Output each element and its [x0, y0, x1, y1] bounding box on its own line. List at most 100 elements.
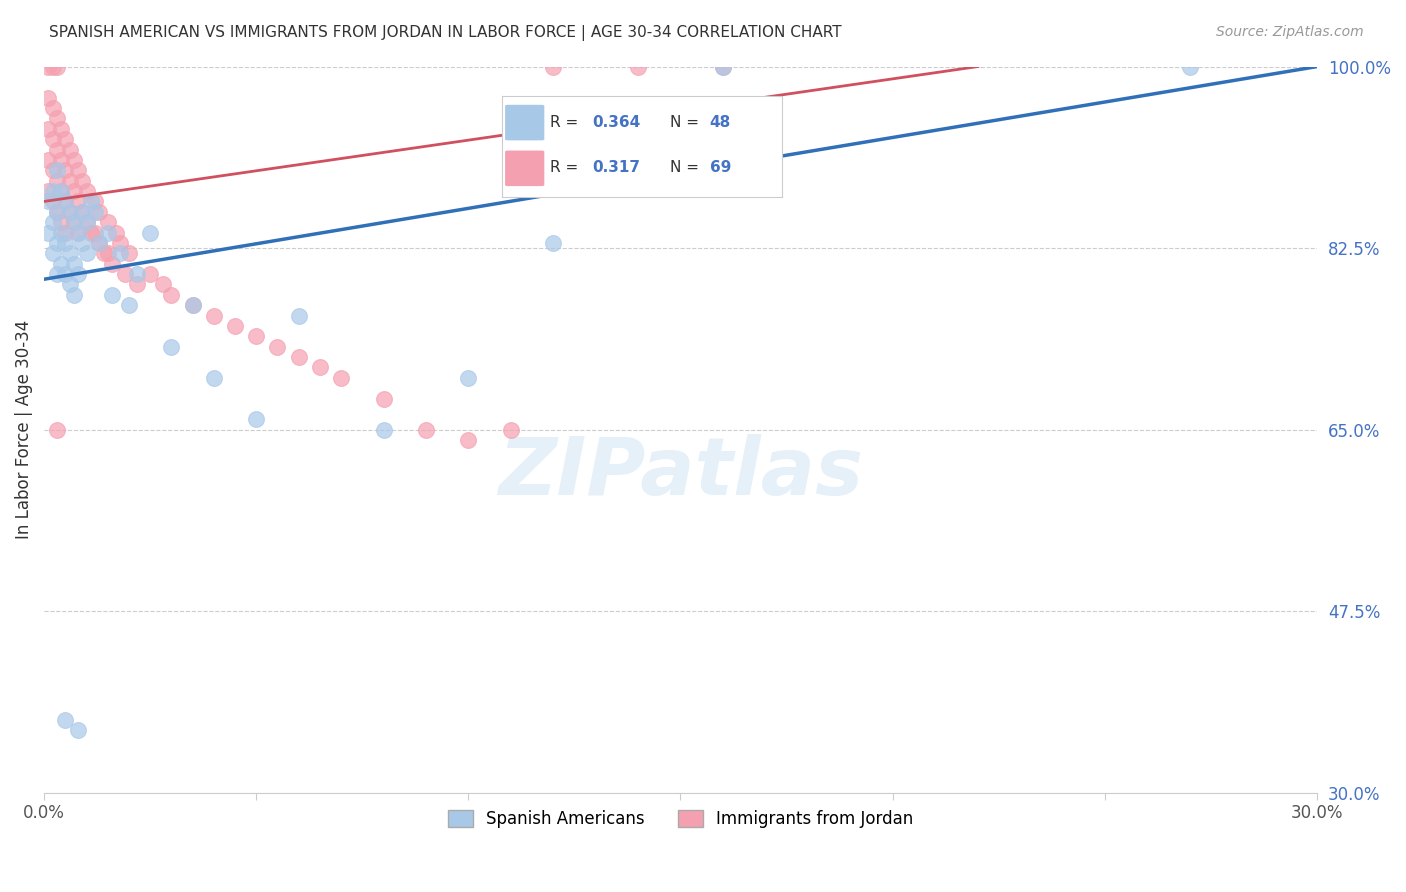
Point — [53, 163, 76, 178]
Point — [45, 174, 67, 188]
Point — [541, 60, 564, 74]
Point — [41, 101, 63, 115]
Point — [58, 143, 80, 157]
Y-axis label: In Labor Force | Age 30-34: In Labor Force | Age 30-34 — [15, 320, 32, 540]
Point — [287, 350, 309, 364]
Point — [58, 174, 80, 188]
Point — [41, 194, 63, 209]
Point — [97, 215, 120, 229]
Text: ZIPatlas: ZIPatlas — [498, 434, 863, 512]
Point — [67, 163, 90, 178]
Point — [415, 423, 437, 437]
Point — [1178, 60, 1201, 74]
Point — [118, 298, 141, 312]
Point — [53, 713, 76, 727]
Point — [160, 340, 183, 354]
Point — [224, 318, 246, 333]
Point — [62, 184, 84, 198]
Point — [37, 153, 59, 167]
Point — [37, 60, 59, 74]
Point — [101, 287, 124, 301]
Point — [53, 194, 76, 209]
Point — [84, 204, 107, 219]
Point — [62, 257, 84, 271]
Point — [152, 277, 174, 292]
Point — [62, 153, 84, 167]
Point — [110, 235, 132, 250]
Point — [97, 246, 120, 260]
Point — [53, 132, 76, 146]
Point — [245, 412, 267, 426]
Point — [287, 309, 309, 323]
Point — [41, 246, 63, 260]
Text: SPANISH AMERICAN VS IMMIGRANTS FROM JORDAN IN LABOR FORCE | AGE 30-34 CORRELATIO: SPANISH AMERICAN VS IMMIGRANTS FROM JORD… — [49, 25, 842, 41]
Point — [45, 60, 67, 74]
Point — [711, 60, 734, 74]
Point — [41, 163, 63, 178]
Point — [627, 60, 650, 74]
Point — [181, 298, 204, 312]
Point — [37, 194, 59, 209]
Point — [49, 257, 72, 271]
Point — [49, 121, 72, 136]
Point — [37, 184, 59, 198]
Point — [139, 267, 162, 281]
Point — [37, 121, 59, 136]
Point — [72, 204, 94, 219]
Point — [62, 215, 84, 229]
Text: Source: ZipAtlas.com: Source: ZipAtlas.com — [1216, 25, 1364, 39]
Point — [105, 226, 128, 240]
Point — [84, 194, 107, 209]
Point — [49, 226, 72, 240]
Point — [80, 226, 103, 240]
Point — [37, 91, 59, 105]
Point — [457, 433, 479, 447]
Point — [49, 184, 72, 198]
Point — [41, 132, 63, 146]
Point — [45, 204, 67, 219]
Point — [373, 423, 395, 437]
Point — [266, 340, 288, 354]
Point — [76, 184, 98, 198]
Point — [49, 153, 72, 167]
Point — [139, 226, 162, 240]
Point — [53, 235, 76, 250]
Point — [45, 235, 67, 250]
Point — [67, 194, 90, 209]
Point — [49, 215, 72, 229]
Point — [711, 60, 734, 74]
Point — [114, 267, 136, 281]
Point — [89, 204, 111, 219]
Point — [181, 298, 204, 312]
Point — [58, 246, 80, 260]
Point — [93, 246, 115, 260]
Point — [76, 246, 98, 260]
Point — [202, 309, 225, 323]
Point — [72, 235, 94, 250]
Point — [541, 235, 564, 250]
Point — [53, 226, 76, 240]
Point — [160, 287, 183, 301]
Point — [67, 226, 90, 240]
Point — [127, 267, 149, 281]
Point — [110, 246, 132, 260]
Point — [41, 215, 63, 229]
Point — [457, 371, 479, 385]
Point — [309, 360, 332, 375]
Point — [202, 371, 225, 385]
Point — [84, 226, 107, 240]
Point — [41, 60, 63, 74]
Point — [67, 226, 90, 240]
Point — [45, 163, 67, 178]
Point — [49, 184, 72, 198]
Point — [373, 392, 395, 406]
Point — [89, 235, 111, 250]
Point — [62, 215, 84, 229]
Legend: Spanish Americans, Immigrants from Jordan: Spanish Americans, Immigrants from Jorda… — [441, 804, 920, 835]
Point — [72, 204, 94, 219]
Point — [58, 204, 80, 219]
Point — [118, 246, 141, 260]
Point — [67, 723, 90, 738]
Point — [45, 423, 67, 437]
Point — [58, 204, 80, 219]
